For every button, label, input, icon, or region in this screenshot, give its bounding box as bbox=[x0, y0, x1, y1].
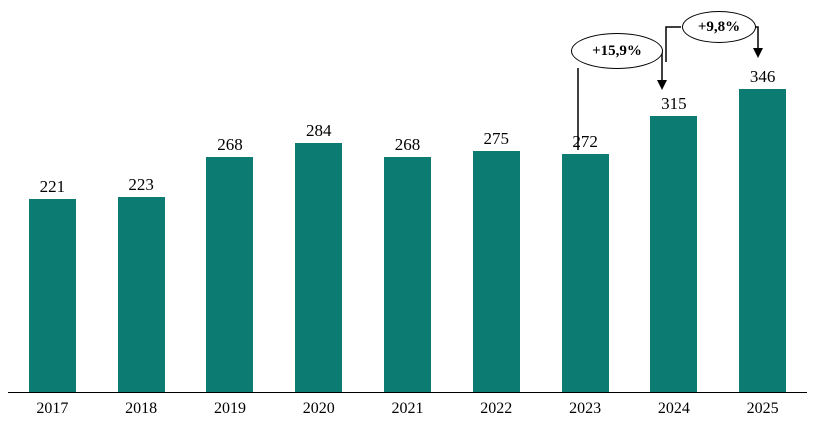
bar-column-2025: 346 bbox=[718, 68, 807, 393]
annotation-growth-2024: +15,9% bbox=[571, 33, 663, 69]
bar-value-label: 275 bbox=[483, 129, 510, 148]
bar-2019 bbox=[206, 157, 254, 393]
bar-column-2017: 221 bbox=[8, 178, 97, 393]
x-tick-label-2017: 2017 bbox=[36, 400, 69, 417]
bar-column-2020: 284 bbox=[274, 122, 363, 393]
bar-2023 bbox=[561, 154, 609, 393]
bar-2018 bbox=[117, 197, 165, 393]
x-tick-label-2019: 2019 bbox=[213, 400, 246, 417]
bar-2020 bbox=[295, 143, 343, 393]
annotation-growth-2025-label: +9,8% bbox=[697, 18, 741, 35]
bar-column-2022: 275 bbox=[452, 130, 541, 393]
x-tick-label-2021: 2021 bbox=[391, 400, 424, 417]
x-tick-label-2020: 2020 bbox=[302, 400, 335, 417]
annotation-growth-2024-label: +15,9% bbox=[592, 42, 642, 59]
bar-columns: 221 223 268 284 268 275 272 315 346 bbox=[8, 0, 807, 393]
bar-2022 bbox=[472, 151, 520, 393]
x-axis-line bbox=[8, 392, 807, 393]
bar-2024 bbox=[650, 116, 698, 393]
bar-value-label: 346 bbox=[749, 67, 776, 86]
bar-column-2019: 268 bbox=[186, 136, 275, 393]
bar-2025 bbox=[739, 89, 787, 393]
x-tick-label-2018: 2018 bbox=[125, 400, 158, 417]
bar-column-2024: 315 bbox=[629, 95, 718, 393]
bar-value-label: 221 bbox=[39, 177, 66, 196]
annotation-growth-2025: +9,8% bbox=[682, 11, 756, 43]
bar-2021 bbox=[384, 157, 432, 393]
bar-value-label: 272 bbox=[572, 132, 598, 151]
bar-column-2021: 268 bbox=[363, 136, 452, 393]
bar-value-label: 268 bbox=[217, 135, 243, 154]
bar-column-2023: 272 bbox=[541, 133, 630, 393]
bar-value-label: 315 bbox=[661, 94, 687, 113]
x-tick-label-2025: 2025 bbox=[746, 400, 779, 417]
x-tick-label-2022: 2022 bbox=[480, 400, 513, 417]
bar-column-2018: 223 bbox=[97, 176, 186, 393]
bar-value-label: 268 bbox=[394, 135, 421, 154]
x-axis-labels: 2017 2018 2019 2020 2021 2022 2023 2024 2025 bbox=[8, 400, 807, 418]
bar-value-label: 284 bbox=[305, 121, 332, 140]
bar-value-label: 223 bbox=[128, 175, 154, 194]
bar-2017 bbox=[28, 199, 76, 393]
x-tick-label-2023: 2023 bbox=[569, 400, 602, 417]
x-tick-label-2024: 2024 bbox=[657, 400, 690, 417]
